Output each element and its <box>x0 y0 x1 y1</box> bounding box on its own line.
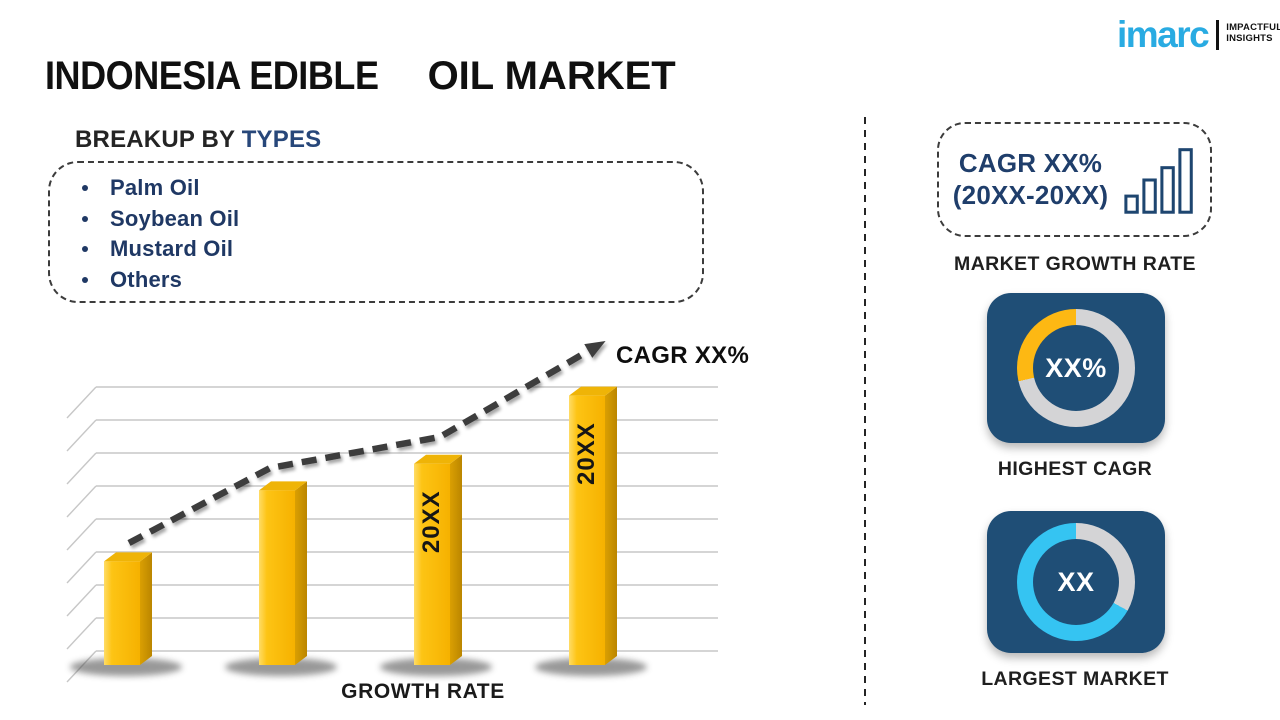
logo-tagline-line2: INSIGHTS <box>1226 33 1273 45</box>
breakup-types-box <box>48 161 704 303</box>
gridline-tick <box>66 386 97 419</box>
bar <box>104 552 152 665</box>
gridline-tick <box>66 551 97 584</box>
breakup-heading: BREAKUP BY TYPES <box>75 126 321 154</box>
logo-divider <box>1216 20 1220 50</box>
list-item: Others <box>82 265 239 296</box>
section-divider <box>864 117 866 705</box>
x-axis-label: GROWTH RATE <box>341 680 505 703</box>
trend-line <box>127 347 592 546</box>
cagr-box-line2: (20XX-20XX) <box>952 179 1109 210</box>
highest-cagr-value: XX% <box>1045 352 1107 383</box>
bar-label: 20XX <box>418 490 445 553</box>
trend-arrow-icon <box>584 340 606 358</box>
page-title-part2: OIL MARKET <box>427 54 676 98</box>
gridline-tick <box>66 419 97 452</box>
breakup-types-list: Palm Oil Soybean Oil Mustard Oil Others <box>82 173 239 295</box>
bullet-icon <box>82 246 88 253</box>
gridline-tick <box>66 617 97 650</box>
cagr-box-line1: CAGR XX% <box>958 147 1103 178</box>
list-item-label: Mustard Oil <box>110 236 234 262</box>
bar <box>259 481 307 665</box>
highest-cagr-caption: HIGHEST CAGR <box>997 458 1153 480</box>
list-item-label: Others <box>110 266 183 292</box>
imarc-logo: imarc IMPACTFUL INSIGHTS <box>1117 16 1280 53</box>
gridline-tick <box>66 584 97 617</box>
bar: 20XX <box>569 386 617 665</box>
bar-shadow <box>225 658 337 676</box>
largest-market-caption: LARGEST MARKET <box>981 668 1169 690</box>
breakup-heading-highlight: TYPES <box>241 126 322 153</box>
gridline-tick <box>66 485 97 518</box>
largest-market-value: XX <box>1057 566 1095 597</box>
imarc-brand-wordmark: imarc <box>1117 14 1210 55</box>
page-title-part1: INDONESIA EDIBLE <box>45 54 379 98</box>
cagr-box-text: CAGR XX% (20XX-20XX) <box>953 148 1108 212</box>
market-growth-rate-caption: MARKET GROWTH RATE <box>954 253 1196 275</box>
highest-cagr-donut: XX% <box>1017 309 1135 427</box>
logo-tagline-line1: IMPACTFUL <box>1226 22 1280 33</box>
market-growth-rate-box: CAGR XX% (20XX-20XX) <box>937 122 1212 237</box>
bullet-icon <box>82 185 88 192</box>
list-item: Soybean Oil <box>82 204 239 235</box>
growth-bar-chart: 20XX 20XX CAGR XX% GROWTH RATE <box>60 330 760 710</box>
list-item-label: Soybean Oil <box>110 205 240 231</box>
page-title: INDONESIA EDIBLE OIL MARKET <box>45 54 676 99</box>
largest-market-donut: XX <box>1017 523 1135 641</box>
highest-cagr-card: XX% <box>987 293 1165 443</box>
logo-tagline: IMPACTFUL INSIGHTS <box>1226 22 1280 45</box>
breakup-heading-prefix: BREAKUP BY <box>75 126 242 153</box>
growth-bar-chart-svg: 20XX 20XX CAGR XX% GROWTH RATE <box>66 340 749 703</box>
trend-cagr-label: CAGR XX% <box>616 342 749 369</box>
largest-market-card: XX <box>987 511 1165 653</box>
donut-hole: XX <box>1033 539 1119 625</box>
trend <box>127 340 606 546</box>
bar-shadow <box>70 658 182 676</box>
bar-shadow <box>535 658 647 676</box>
list-item-label: Palm Oil <box>110 175 200 201</box>
list-item: Mustard Oil <box>82 234 239 265</box>
gridline-tick <box>66 518 97 551</box>
bar: 20XX <box>414 454 462 665</box>
donut-hole: XX% <box>1033 325 1119 411</box>
bar-label: 20XX <box>573 422 600 485</box>
list-item: Palm Oil <box>82 173 239 204</box>
bar-shadow <box>380 658 492 676</box>
bar-chart-icon <box>1124 147 1193 214</box>
gridline-tick <box>66 452 97 485</box>
bullet-icon <box>82 215 88 222</box>
bullet-icon <box>82 276 88 283</box>
